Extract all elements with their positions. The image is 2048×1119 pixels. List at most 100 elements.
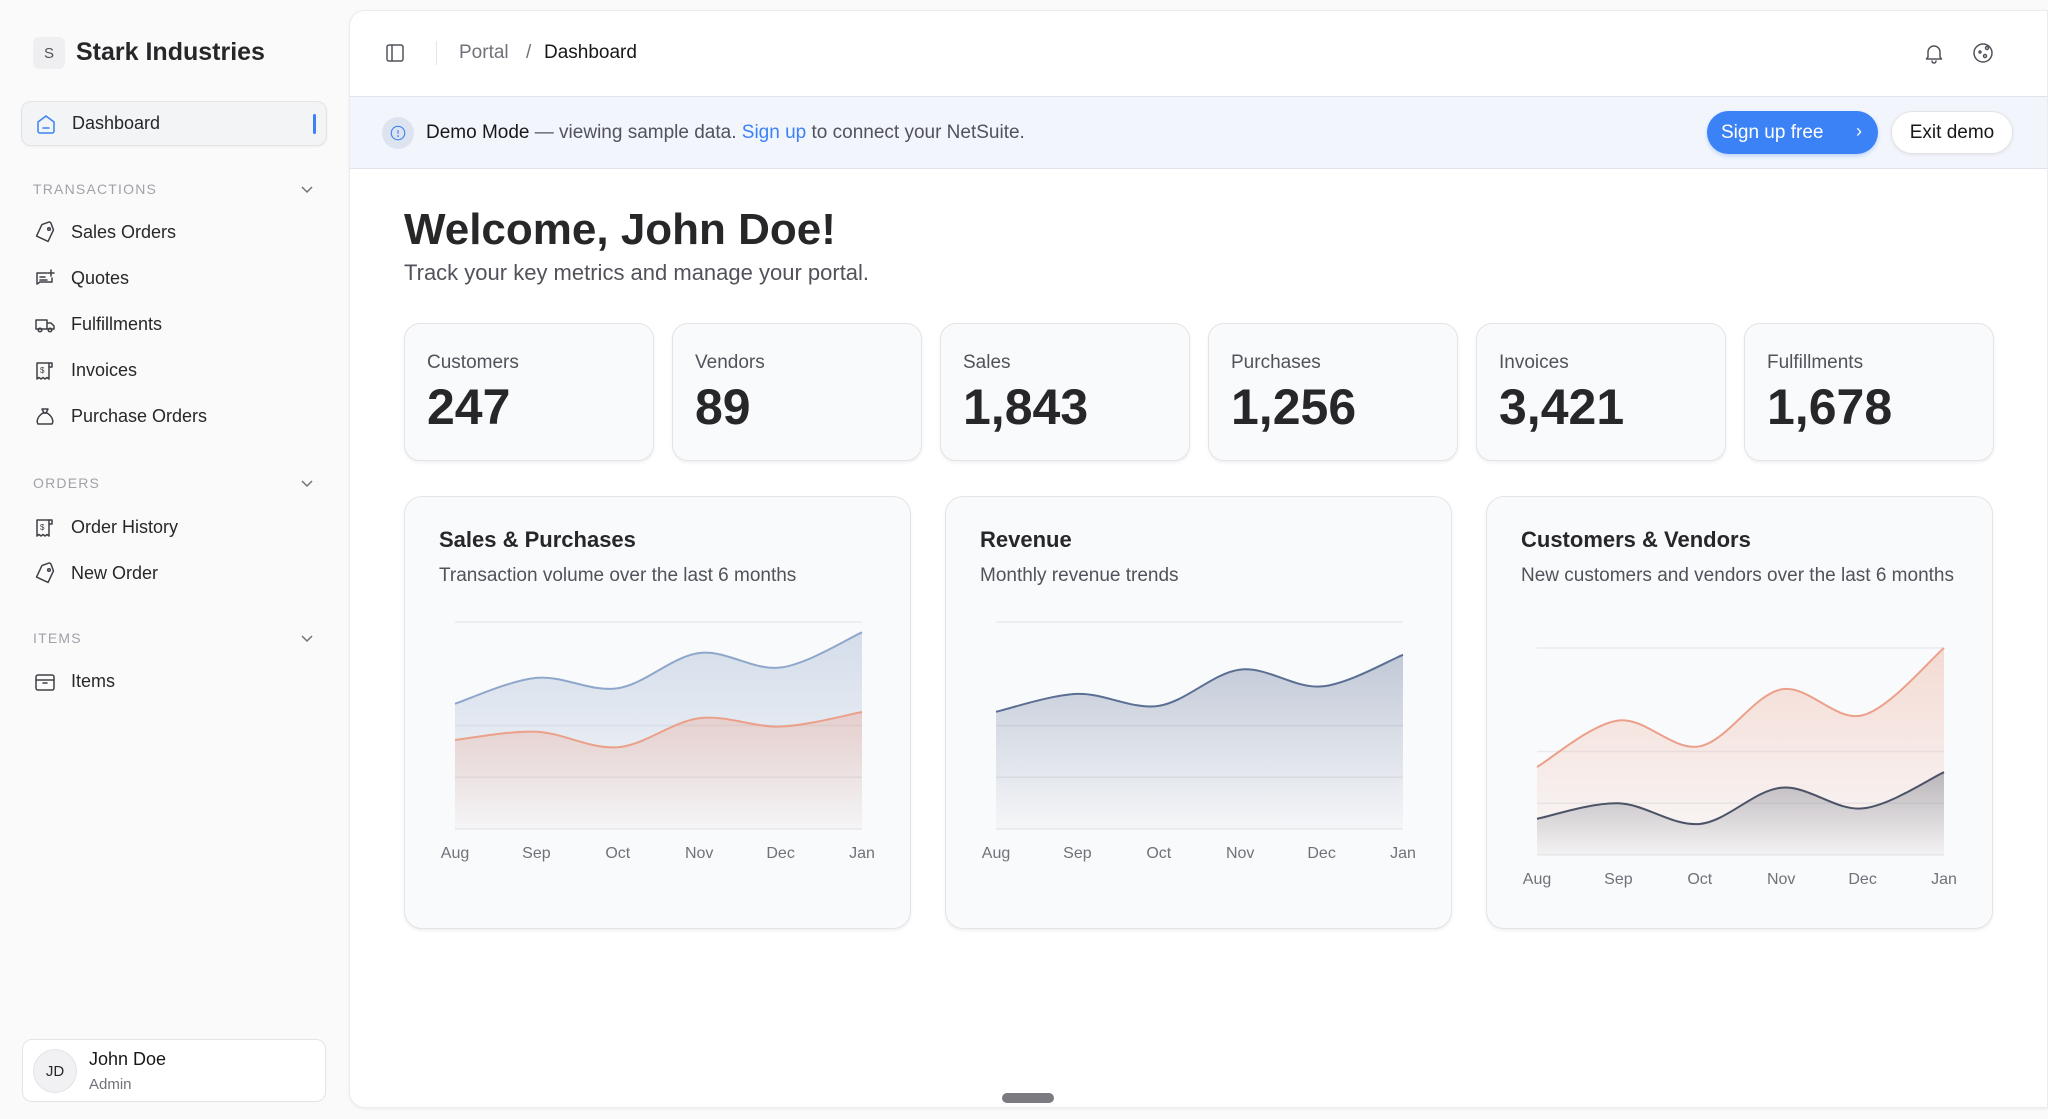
sidebar-item-fulfillments[interactable]: Fulfillments — [21, 302, 327, 347]
stat-card-sales: Sales 1,843 — [940, 323, 1190, 461]
section-header-transactions[interactable]: TRANSACTIONS — [33, 181, 315, 197]
section-title: ORDERS — [33, 475, 101, 491]
bell-icon[interactable] — [1922, 41, 1946, 65]
stat-card-vendors: Vendors 89 — [672, 323, 922, 461]
stat-value: 247 — [427, 379, 511, 435]
chart-svg: Aug Sep Oct Nov Dec Jan — [441, 621, 875, 862]
user-name: John Doe — [89, 1049, 167, 1069]
sidebar-item-invoices[interactable]: $ Invoices — [21, 348, 327, 393]
page-subtitle: Track your key metrics and manage your p… — [404, 260, 870, 285]
stat-label: Customers — [427, 352, 519, 373]
breadcrumb-portal[interactable]: Portal — [459, 42, 509, 63]
sign-up-free-label: Sign up free — [1721, 121, 1824, 143]
sidebar-item-sales-orders[interactable]: Sales Orders — [21, 210, 327, 255]
sidebar-item-label: Purchase Orders — [71, 406, 208, 426]
stat-card-customers: Customers 247 — [404, 323, 654, 461]
x-tick-label: Jan — [1390, 845, 1416, 862]
theme-moon-icon[interactable] — [1971, 41, 1995, 65]
chart-subtitle: New customers and vendors over the last … — [1521, 565, 1954, 586]
banner-text: Demo Mode — viewing sample data. Sign up… — [426, 122, 1025, 144]
main-panel: Portal / Dashboard Demo Mode — viewing s… — [349, 10, 2048, 1108]
x-tick-label: Nov — [1226, 845, 1254, 862]
line-customers — [1536, 647, 1945, 768]
stat-label: Invoices — [1499, 352, 1569, 373]
svg-text:$: $ — [40, 523, 45, 532]
x-tick-label: Dec — [1848, 871, 1876, 888]
banner-text-2: to connect your NetSuite. — [806, 122, 1025, 143]
avatar: JD — [33, 1049, 77, 1093]
sidebar-item-purchase-orders[interactable]: Purchase Orders — [21, 394, 327, 439]
tag-icon — [35, 220, 55, 242]
stat-card-invoices: Invoices 3,421 — [1476, 323, 1726, 461]
chart-title: Revenue — [980, 527, 1072, 552]
box-icon — [35, 673, 55, 691]
sidebar: S Stark Industries Dashboard TRANSACTION… — [0, 0, 348, 1119]
brand-name: Stark Industries — [76, 38, 265, 66]
sidebar-item-items[interactable]: Items — [21, 659, 327, 704]
section-header-orders[interactable]: ORDERS — [33, 475, 315, 491]
logo: S — [33, 37, 65, 69]
x-tick-label: Sep — [1063, 845, 1092, 862]
section-title: TRANSACTIONS — [33, 181, 158, 197]
area-customers — [1537, 648, 1944, 855]
stat-value: 89 — [695, 379, 751, 435]
exit-demo-button[interactable]: Exit demo — [1891, 111, 2013, 154]
stat-label: Vendors — [695, 352, 765, 373]
stat-value: 1,256 — [1231, 379, 1357, 435]
chevron-down-icon — [301, 635, 313, 643]
x-tick-label: Aug — [1523, 871, 1551, 888]
sign-up-link[interactable]: Sign up — [741, 122, 807, 143]
section-header-items[interactable]: ITEMS — [33, 630, 315, 646]
chart-card-customers-vendors: Customers & Vendors New customers and ven… — [1486, 496, 1993, 929]
stat-value: 3,421 — [1499, 379, 1625, 435]
chart-subtitle: Monthly revenue trends — [980, 565, 1179, 586]
sidebar-item-new-order[interactable]: New Order — [21, 551, 327, 596]
breadcrumb-dashboard: Dashboard — [544, 42, 637, 63]
x-tick-label: Nov — [1767, 871, 1795, 888]
chart-card-sales-purchases: Sales & Purchases Transaction volume over… — [404, 496, 911, 929]
banner-text-1: — viewing sample data. — [529, 122, 742, 143]
sidebar-item-order-history[interactable]: $ Order History — [21, 505, 327, 550]
demo-mode-label: Demo Mode — [426, 122, 530, 143]
stat-value: 1,678 — [1767, 379, 1893, 435]
header: Portal / Dashboard — [350, 11, 2047, 96]
sidebar-item-quotes[interactable]: Quotes — [21, 256, 327, 301]
stat-label: Sales — [963, 352, 1011, 373]
stat-value: 1,843 — [963, 379, 1089, 435]
line-revenue — [995, 653, 1404, 713]
x-tick-label: Dec — [766, 845, 794, 862]
x-tick-label: Aug — [441, 845, 469, 862]
area-revenue — [996, 654, 1403, 829]
x-tick-label: Aug — [982, 845, 1010, 862]
sidebar-toggle-icon[interactable] — [383, 41, 407, 65]
truck-icon — [35, 318, 55, 333]
scroll-handle[interactable] — [1002, 1093, 1054, 1103]
sign-up-free-button[interactable]: Sign up free › — [1707, 111, 1878, 154]
demo-banner: Demo Mode — viewing sample data. Sign up… — [350, 96, 2047, 169]
x-tick-label: Oct — [1146, 845, 1171, 862]
receipt-icon: $ — [36, 361, 53, 380]
x-tick-label: Jan — [849, 845, 875, 862]
x-tick-label: Dec — [1307, 845, 1335, 862]
sidebar-item-label: Quotes — [71, 268, 130, 288]
x-tick-label: Oct — [1687, 871, 1712, 888]
x-tick-label: Jan — [1931, 871, 1957, 888]
sidebar-item-dashboard[interactable]: Dashboard — [21, 101, 327, 146]
x-tick-label: Nov — [685, 845, 713, 862]
breadcrumb-separator: / — [526, 42, 532, 63]
sidebar-item-label: New Order — [71, 563, 159, 583]
money-bag-icon — [36, 407, 54, 425]
section-title: ITEMS — [33, 630, 82, 646]
stat-card-purchases: Purchases 1,256 — [1208, 323, 1458, 461]
svg-text:$: $ — [40, 366, 45, 375]
tag-icon — [35, 561, 55, 583]
chevron-right-icon: › — [1856, 121, 1862, 141]
x-tick-label: Sep — [522, 845, 551, 862]
message-plus-icon — [36, 268, 55, 285]
home-icon — [37, 114, 55, 134]
chart-svg: Aug Sep Oct Nov Dec Jan — [982, 621, 1416, 862]
chart-subtitle: Transaction volume over the last 6 month… — [439, 565, 797, 586]
area-vendors — [1537, 772, 1944, 855]
line-sales — [454, 631, 863, 705]
user-menu[interactable]: JD John Doe Admin — [22, 1039, 326, 1102]
